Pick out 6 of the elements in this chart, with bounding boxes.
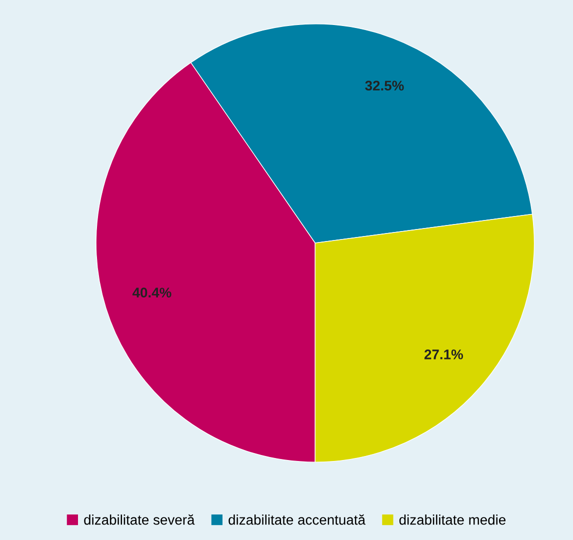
data-label: 32.5% [365,80,404,91]
legend-label: dizabilitate medie [399,514,506,525]
legend-label: dizabilitate accentuată [228,514,366,525]
data-label: 40.4% [132,288,172,298]
legend-label: dizabilitate severă [84,514,195,525]
data-label: 27.1% [424,350,464,360]
